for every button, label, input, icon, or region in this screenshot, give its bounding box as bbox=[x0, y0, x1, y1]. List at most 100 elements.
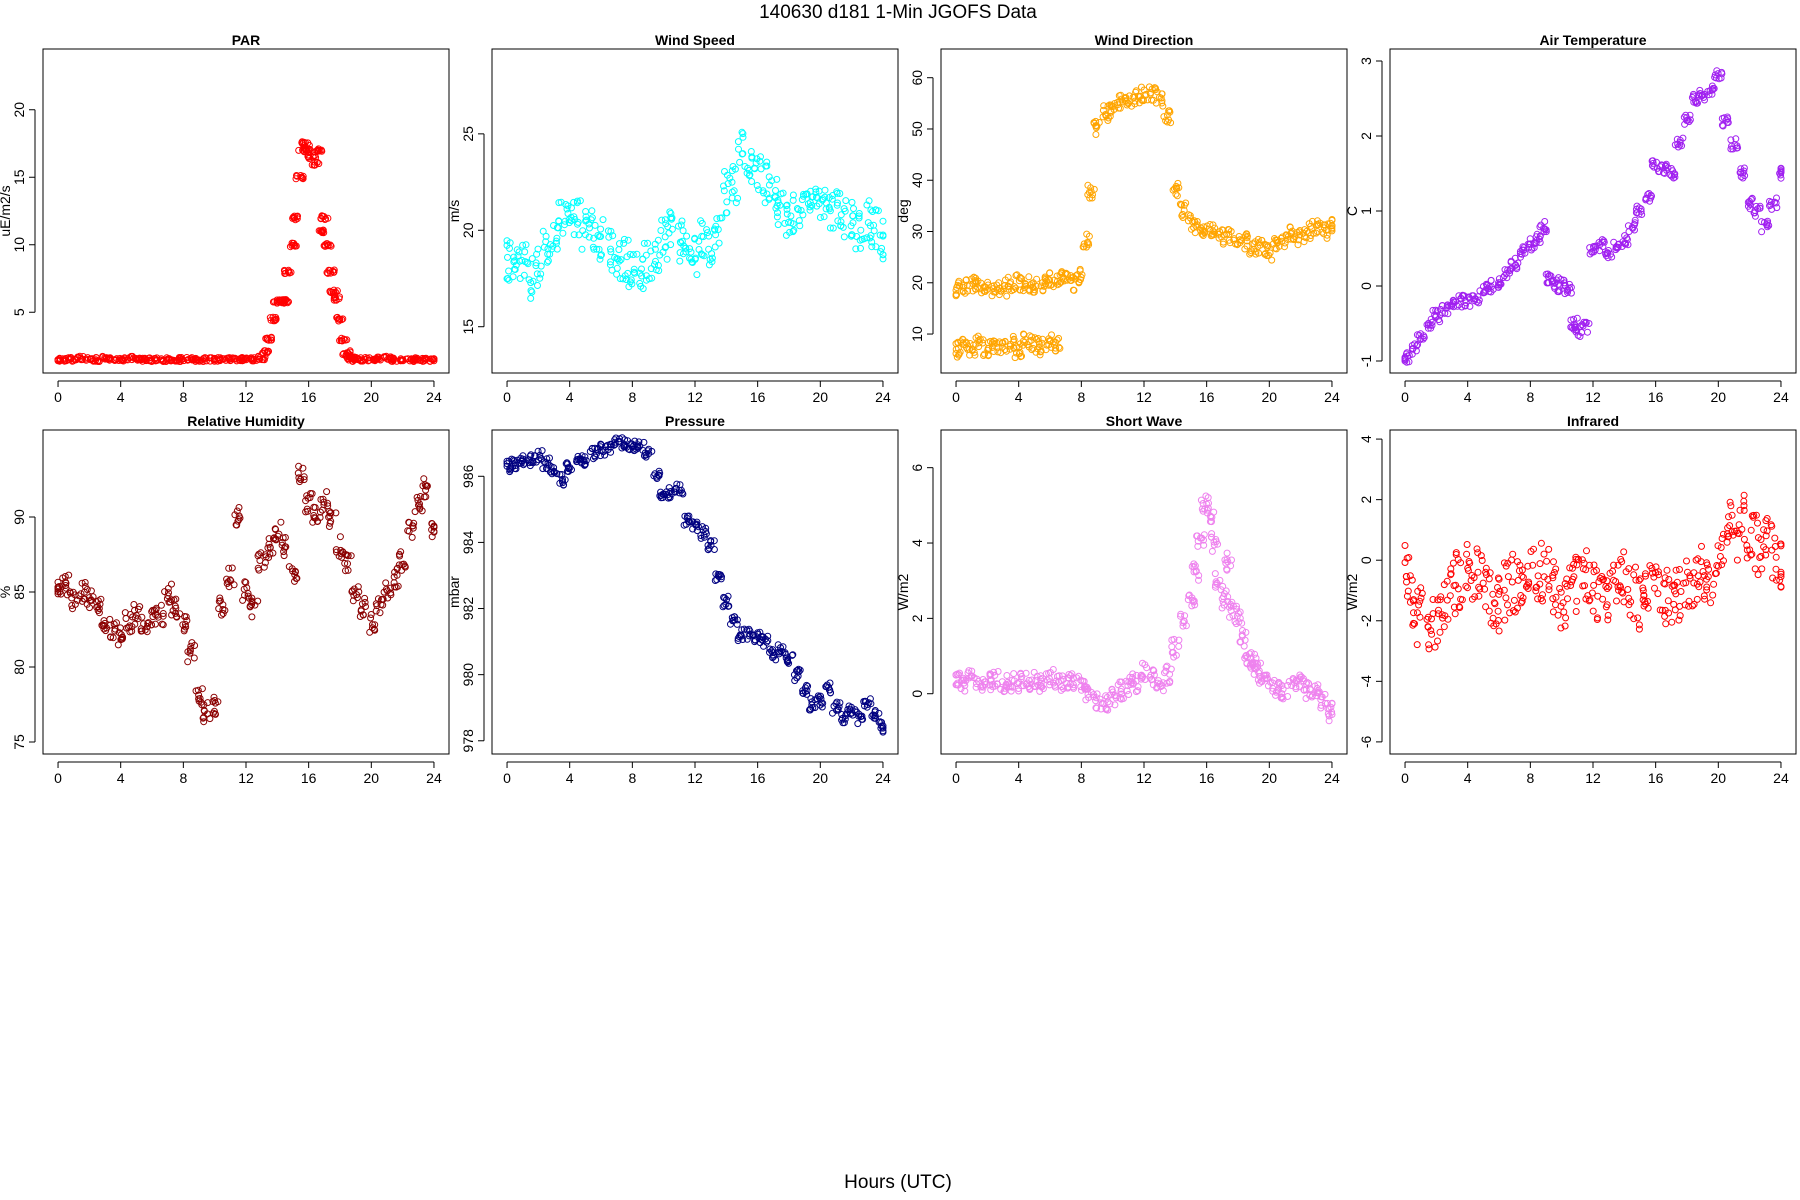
data-point bbox=[651, 245, 659, 253]
data-point bbox=[1635, 210, 1643, 218]
data-point bbox=[626, 446, 634, 454]
data-point bbox=[534, 245, 542, 253]
data-point bbox=[384, 594, 392, 602]
data-point bbox=[1701, 595, 1709, 603]
data-point bbox=[799, 687, 807, 695]
data-point bbox=[264, 347, 272, 355]
data-point bbox=[968, 345, 976, 353]
data-point bbox=[978, 686, 986, 694]
data-point bbox=[723, 596, 730, 604]
data-point bbox=[1537, 539, 1545, 547]
data-point bbox=[729, 617, 737, 625]
data-point bbox=[1595, 239, 1603, 246]
x-tick-label: 20 bbox=[813, 389, 829, 405]
data-point bbox=[1567, 289, 1575, 297]
data-point bbox=[789, 196, 797, 204]
data-point bbox=[1518, 597, 1526, 605]
data-point bbox=[1585, 320, 1593, 327]
data-point bbox=[260, 563, 268, 571]
data-point bbox=[972, 334, 980, 342]
data-point bbox=[505, 267, 513, 275]
data-point bbox=[1671, 606, 1679, 614]
data-point bbox=[1296, 231, 1304, 239]
data-point bbox=[1695, 583, 1703, 591]
data-point bbox=[1317, 704, 1325, 712]
data-point bbox=[1288, 682, 1296, 689]
data-point bbox=[333, 548, 340, 556]
data-point bbox=[605, 233, 613, 241]
data-point bbox=[1743, 546, 1751, 554]
data-point bbox=[642, 272, 650, 280]
data-point bbox=[528, 288, 536, 296]
data-point bbox=[1541, 218, 1549, 225]
data-point bbox=[216, 594, 224, 602]
data-point bbox=[184, 658, 192, 666]
data-point bbox=[542, 232, 550, 240]
data-point bbox=[316, 147, 324, 155]
data-point bbox=[1470, 574, 1478, 582]
data-point bbox=[1443, 596, 1451, 604]
data-point bbox=[1015, 687, 1023, 695]
data-point bbox=[1563, 582, 1571, 590]
data-point bbox=[65, 571, 73, 579]
x-tick-label: 8 bbox=[1526, 770, 1534, 786]
y-tick-label: 4 bbox=[1358, 435, 1374, 443]
data-point bbox=[616, 240, 623, 248]
data-point bbox=[349, 357, 357, 365]
data-point bbox=[714, 226, 722, 233]
data-point bbox=[590, 245, 598, 253]
data-point bbox=[111, 627, 119, 635]
data-point bbox=[1203, 509, 1211, 517]
data-point bbox=[1436, 596, 1444, 604]
data-point bbox=[553, 234, 561, 242]
data-point bbox=[1203, 506, 1211, 514]
data-point bbox=[1446, 592, 1454, 600]
data-point bbox=[878, 722, 886, 730]
x-tick-label: 12 bbox=[687, 770, 703, 786]
data-point bbox=[966, 282, 974, 290]
y-tick-label: 1 bbox=[1358, 207, 1374, 215]
data-point bbox=[857, 226, 865, 234]
data-point bbox=[529, 277, 537, 285]
data-point bbox=[1254, 663, 1262, 671]
data-point bbox=[1632, 563, 1639, 571]
data-point bbox=[1495, 575, 1503, 583]
data-point bbox=[821, 186, 829, 194]
data-point bbox=[536, 451, 544, 459]
data-point bbox=[1401, 353, 1409, 361]
y-tick-label: 15 bbox=[11, 169, 27, 185]
data-point bbox=[546, 454, 553, 462]
x-tick-label: 8 bbox=[179, 389, 187, 405]
data-point bbox=[129, 613, 137, 621]
data-point bbox=[745, 632, 753, 640]
data-point bbox=[1471, 593, 1479, 601]
data-point bbox=[613, 264, 621, 272]
data-point bbox=[1453, 302, 1461, 310]
data-point bbox=[1032, 676, 1040, 684]
data-point bbox=[1075, 278, 1083, 286]
data-point bbox=[783, 210, 791, 218]
data-point bbox=[204, 699, 212, 707]
x-tick-label: 0 bbox=[1401, 770, 1409, 786]
y-tick-label: 50 bbox=[909, 121, 925, 137]
data-point bbox=[565, 219, 573, 227]
data-point bbox=[1635, 625, 1643, 633]
data-point bbox=[1224, 558, 1232, 566]
data-point bbox=[1321, 699, 1329, 707]
data-point bbox=[1714, 542, 1722, 550]
data-point bbox=[1625, 565, 1633, 573]
data-point bbox=[528, 255, 536, 263]
data-point bbox=[1266, 249, 1274, 257]
data-point bbox=[319, 227, 327, 235]
data-point bbox=[334, 315, 342, 323]
data-point bbox=[1586, 244, 1594, 252]
data-point bbox=[1777, 168, 1785, 176]
data-point bbox=[54, 583, 62, 591]
data-point bbox=[859, 715, 867, 723]
data-point bbox=[760, 189, 767, 197]
x-tick-label: 4 bbox=[566, 770, 574, 786]
data-point bbox=[1454, 585, 1462, 593]
data-point bbox=[720, 182, 727, 190]
data-point bbox=[1574, 556, 1582, 564]
